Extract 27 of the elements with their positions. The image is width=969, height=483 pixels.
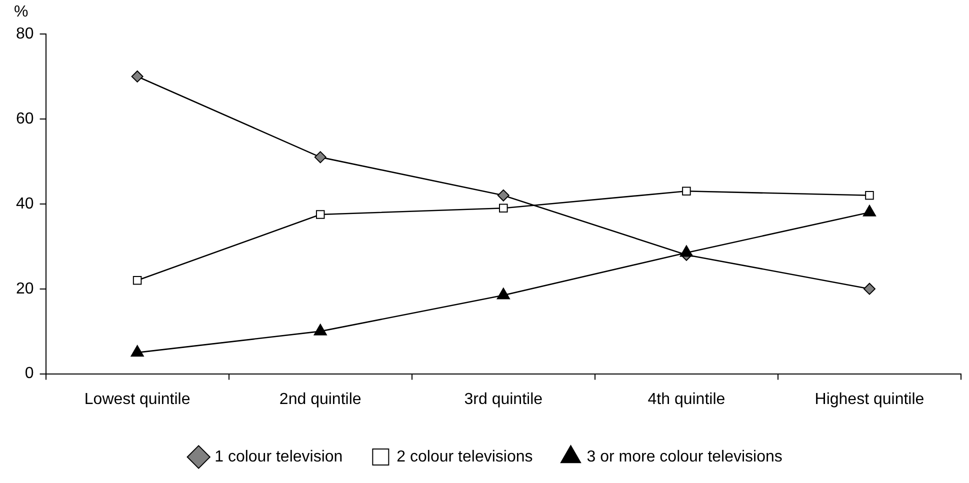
y-tick-label: 20: [16, 280, 34, 298]
y-tick-label: 40: [16, 195, 34, 212]
point: [682, 186, 691, 196]
point: [499, 204, 508, 213]
legend-label: 1 colour television: [214, 448, 343, 466]
point: [314, 151, 326, 164]
point: [316, 210, 325, 219]
point: [680, 245, 693, 257]
y-tick-label: 80: [16, 25, 34, 42]
x-tick-label: 4th quintile: [648, 390, 726, 408]
x-tick-label: Highest quintile: [814, 390, 924, 408]
legend-label: 2 colour televisions: [396, 448, 533, 466]
point: [865, 191, 874, 200]
y-tick-label: 0: [24, 365, 34, 382]
point: [496, 288, 510, 300]
point: [314, 324, 327, 336]
point: [497, 189, 510, 202]
legend-label: 3 or more colour televisions: [586, 448, 782, 466]
x-tick-label: 3rd quintile: [464, 390, 543, 408]
y-tick-label: 60: [16, 110, 34, 128]
point: [131, 70, 144, 82]
point: [863, 282, 876, 295]
point: [130, 345, 144, 357]
point: [132, 276, 142, 285]
y-axis-title: %: [14, 3, 28, 20]
x-tick-label: Lowest quintile: [84, 390, 190, 408]
x-tick-label: 2nd quintile: [279, 390, 362, 408]
